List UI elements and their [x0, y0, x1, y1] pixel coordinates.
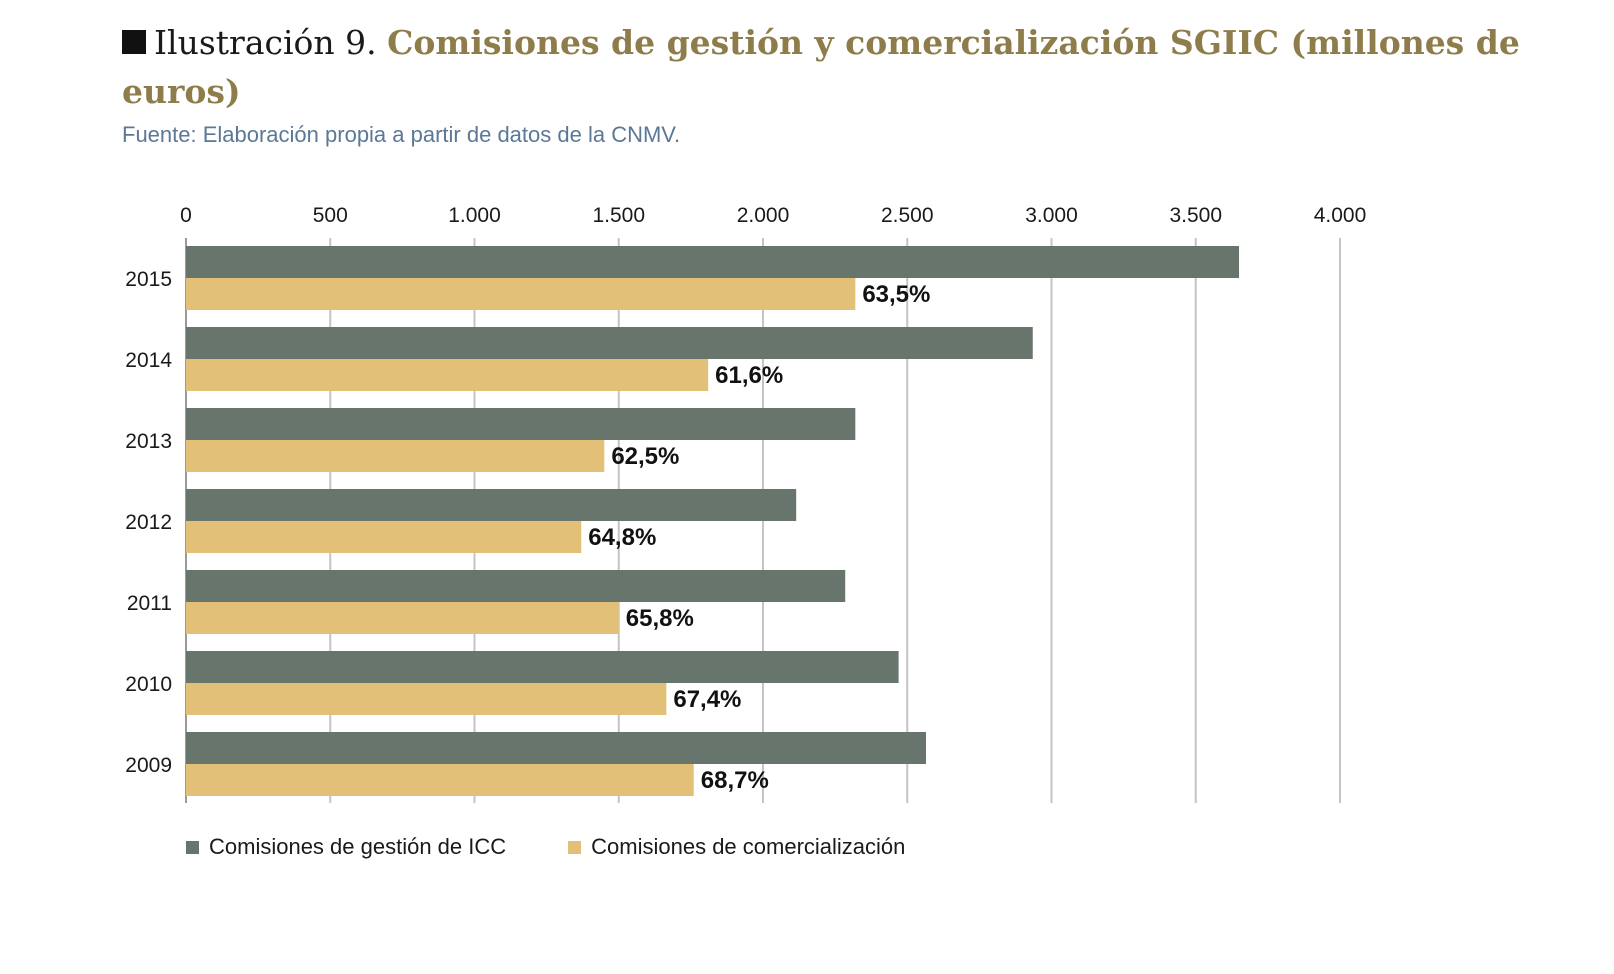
data-label-percent: 61,6%	[715, 362, 783, 389]
legend-item-gestion: Comisiones de gestión de ICC	[186, 834, 506, 860]
bar-gestion	[186, 570, 846, 602]
legend-label-gestion: Comisiones de gestión de ICC	[209, 834, 507, 859]
x-tick-label: 4.000	[1314, 204, 1367, 227]
title-square-icon	[122, 30, 146, 54]
x-tick-label: 0	[180, 204, 192, 227]
bar-comercializacion	[186, 602, 619, 634]
data-label-percent: 62,5%	[611, 443, 679, 470]
x-tick-label: 1.500	[592, 204, 645, 227]
legend: Comisiones de gestión de ICC Comisiones …	[186, 834, 905, 860]
legend-swatch-comercializacion	[568, 840, 582, 854]
y-category-label: 2010	[125, 673, 172, 696]
data-label-percent: 67,4%	[673, 686, 741, 713]
chart-source: Fuente: Elaboración propia a partir de d…	[122, 122, 681, 147]
bar-comercializacion	[186, 683, 667, 715]
x-tick-label: 2.000	[737, 204, 790, 227]
bar-gestion	[186, 732, 927, 764]
bar-gestion	[186, 489, 797, 521]
bar-gestion	[186, 651, 899, 683]
data-label-percent: 63,5%	[862, 281, 930, 308]
bar-comercializacion	[186, 764, 694, 796]
data-label-percent: 64,8%	[588, 524, 656, 551]
x-tick-label: 3.500	[1169, 204, 1222, 227]
legend-label-comercializacion: Comisiones de comercialización	[591, 834, 906, 859]
data-label-percent: 68,7%	[701, 767, 769, 794]
bar-comercializacion	[186, 521, 582, 553]
y-category-label: 2013	[125, 430, 172, 453]
legend-swatch-gestion	[186, 840, 199, 854]
bar-comercializacion	[186, 440, 605, 472]
x-tick-label: 500	[313, 204, 348, 227]
data-label-percent: 65,8%	[626, 605, 694, 632]
x-tick-label: 2.500	[881, 204, 934, 227]
y-category-label: 2012	[125, 511, 172, 534]
x-tick-label: 1.000	[448, 204, 501, 227]
legend-item-comercializacion: Comisiones de comercialización	[568, 834, 905, 860]
chart-title: Ilustración 9. Comisiones de gestión y c…	[122, 18, 1522, 116]
bar-gestion	[186, 327, 1033, 359]
bar-comercializacion	[186, 359, 709, 391]
title-main: Comisiones de gestión y comercialización…	[122, 23, 1520, 111]
title-prefix: Ilustración 9.	[154, 23, 377, 62]
y-category-label: 2009	[125, 754, 172, 777]
bar-comercializacion	[186, 278, 856, 310]
bar-gestion	[186, 246, 1240, 278]
y-category-label: 2011	[127, 592, 172, 615]
y-category-label: 2015	[125, 268, 172, 291]
x-tick-label: 3.000	[1025, 204, 1078, 227]
bar-gestion	[186, 408, 856, 440]
y-category-label: 2014	[125, 349, 172, 372]
